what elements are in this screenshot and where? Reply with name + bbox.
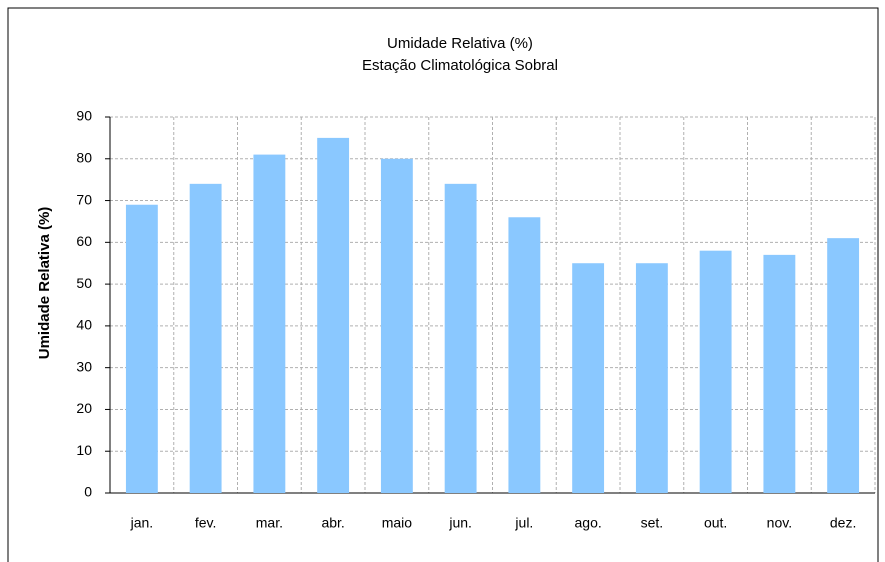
bar <box>635 263 668 493</box>
bar <box>125 204 158 493</box>
x-tick-label: ago. <box>575 515 602 531</box>
chart-subtitle: Estação Climatológica Sobral <box>362 57 558 74</box>
y-tick-label: 60 <box>76 233 92 249</box>
x-tick-label: jan. <box>130 515 154 531</box>
y-tick-label: 40 <box>76 317 92 333</box>
x-tick-label: jul. <box>514 515 533 531</box>
y-tick-label: 20 <box>76 400 92 416</box>
y-tick-label: 50 <box>76 275 92 291</box>
bar <box>444 183 477 493</box>
x-tick-label: mar. <box>256 515 283 531</box>
x-tick-label: abr. <box>321 515 344 531</box>
bar <box>827 238 860 493</box>
y-axis-label: Umidade Relativa (%) <box>36 207 53 360</box>
bar <box>572 263 605 493</box>
x-tick-label: maio <box>382 515 413 531</box>
x-tick-label: out. <box>704 515 727 531</box>
bar <box>189 183 222 493</box>
y-tick-label: 80 <box>76 149 92 165</box>
bar <box>699 250 732 493</box>
y-tick-label: 0 <box>84 484 92 500</box>
bar <box>763 254 796 493</box>
chart-border <box>7 7 879 562</box>
x-tick-label: jun. <box>448 515 472 531</box>
x-tick-label: dez. <box>830 515 856 531</box>
y-tick-label: 30 <box>76 358 92 374</box>
bar <box>317 137 350 493</box>
y-tick-label: 90 <box>76 108 92 124</box>
bar <box>253 154 286 493</box>
x-tick-label: set. <box>641 515 664 531</box>
x-tick-label: nov. <box>767 515 792 531</box>
x-tick-label: fev. <box>195 515 217 531</box>
y-tick-label: 10 <box>76 442 92 458</box>
y-tick-label: 70 <box>76 191 92 207</box>
bar <box>380 158 413 493</box>
bar <box>508 217 541 493</box>
chart-title: Umidade Relativa (%) <box>387 35 533 52</box>
